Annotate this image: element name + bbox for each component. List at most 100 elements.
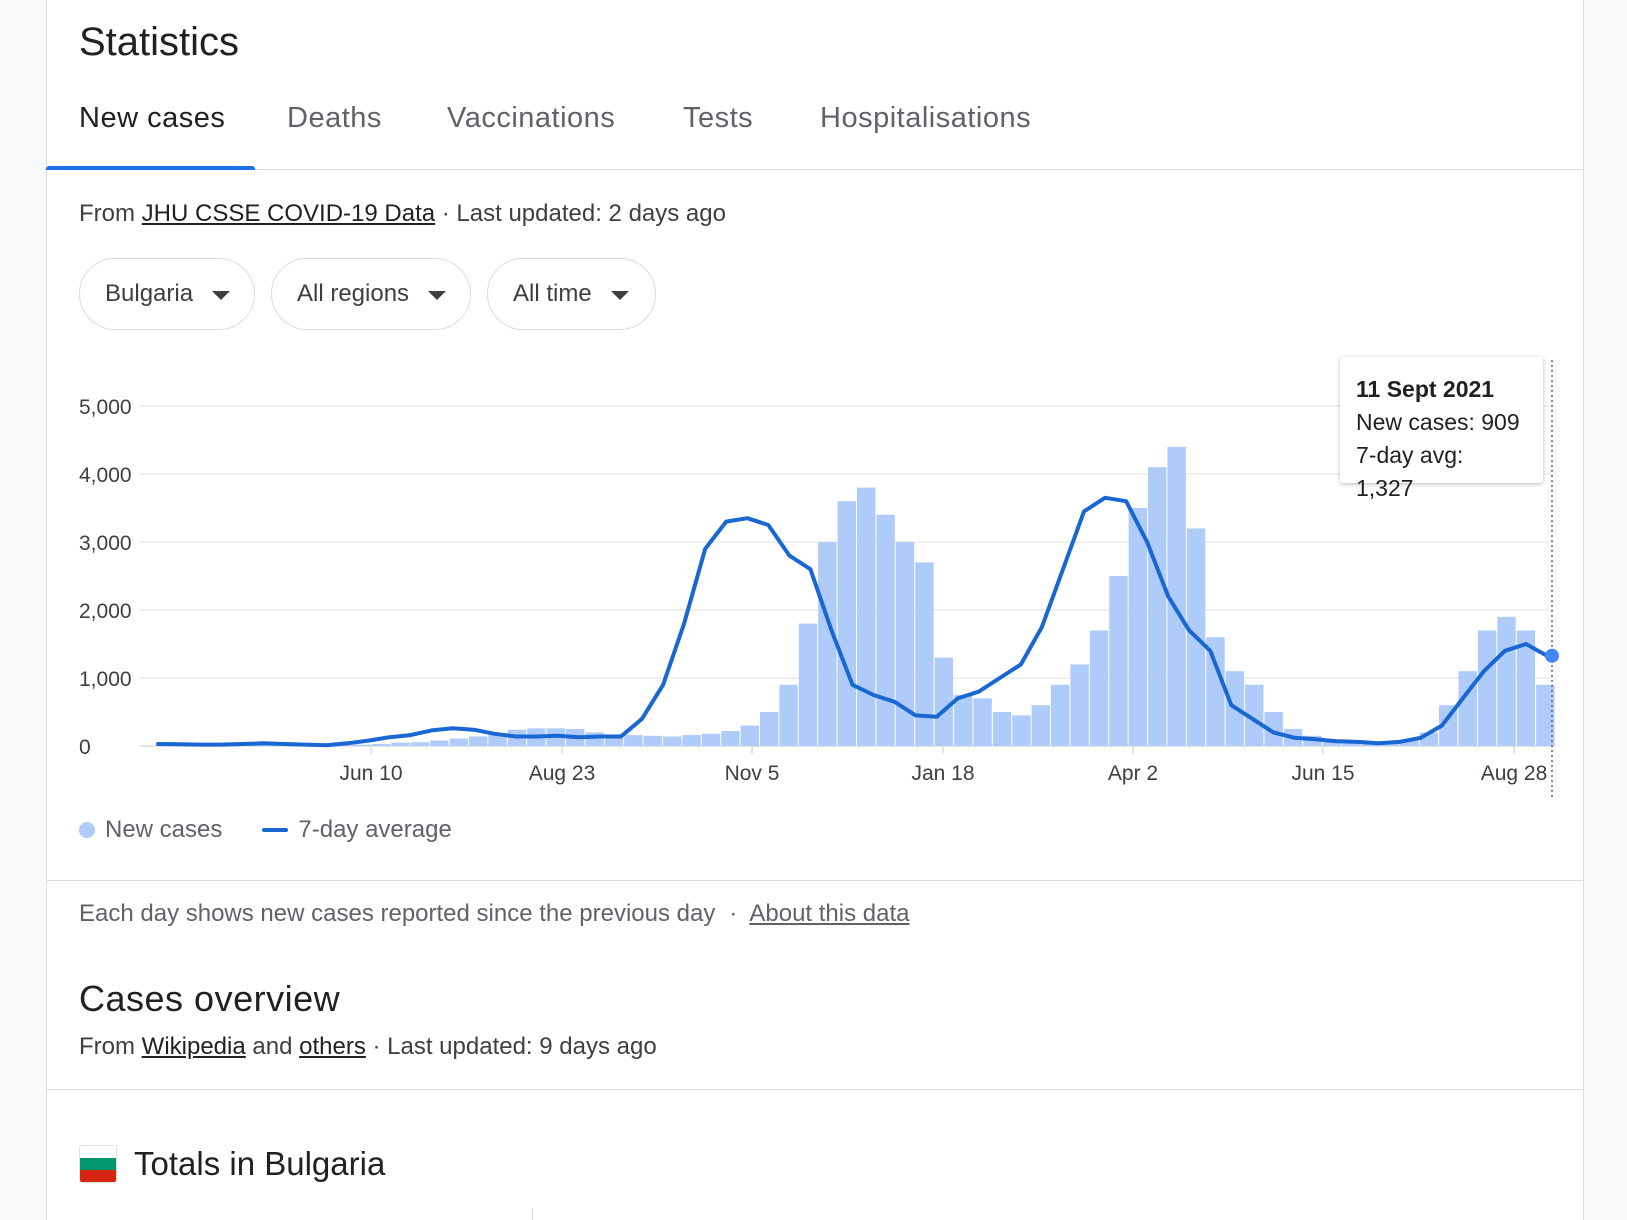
new-cases-bar xyxy=(1070,664,1089,746)
new-cases-bar xyxy=(895,542,915,746)
y-tick-label: 4,000 xyxy=(79,464,132,487)
new-cases-bar xyxy=(1516,630,1536,746)
new-cases-bar xyxy=(1536,684,1555,746)
chart-legend: New cases 7-day average xyxy=(79,816,452,844)
new-cases-bar xyxy=(1264,712,1283,746)
tab-deaths[interactable]: Deaths xyxy=(287,102,382,134)
bulgaria-flag-icon xyxy=(79,1145,117,1183)
section-divider xyxy=(46,1089,1584,1090)
y-tick-label: 0 xyxy=(79,736,91,759)
hover-point-marker xyxy=(1545,648,1559,663)
cases-chart[interactable]: 0 1,000 2,000 3,000 4,000 5,000 Jun 10 Aug 23 No… xyxy=(0,340,1627,810)
new-cases-bar xyxy=(818,542,837,746)
new-cases-bar xyxy=(1012,715,1031,746)
new-cases-bar xyxy=(1439,705,1458,746)
new-cases-bar xyxy=(954,695,973,746)
chart-note: Each day shows new cases reported since … xyxy=(79,900,909,928)
y-tick-label: 2,000 xyxy=(79,600,132,623)
new-cases-bar xyxy=(1051,684,1070,746)
new-cases-bar xyxy=(740,725,759,746)
section-divider xyxy=(46,880,1584,881)
note-separator: · xyxy=(729,900,738,927)
time-range-select[interactable]: All time xyxy=(487,258,656,330)
new-cases-bar xyxy=(759,712,779,746)
tab-tests[interactable]: Tests xyxy=(683,102,754,134)
y-tick-label: 1,000 xyxy=(79,668,132,691)
others-link[interactable]: others xyxy=(299,1033,366,1060)
new-cases-bar xyxy=(662,736,682,746)
new-cases-bar xyxy=(992,712,1012,746)
new-cases-bar xyxy=(701,733,721,746)
section-divider xyxy=(532,1208,533,1220)
legend-average: 7-day average xyxy=(298,816,452,843)
new-cases-bar xyxy=(1497,616,1516,746)
x-tick-label: Apr 2 xyxy=(1108,762,1158,785)
new-cases-bar xyxy=(1458,671,1477,746)
tooltip-average: 7-day avg: 1,327 xyxy=(1356,442,1464,501)
wikipedia-link[interactable]: Wikipedia xyxy=(141,1033,246,1060)
region-select[interactable]: All regions xyxy=(271,258,471,330)
about-data-link[interactable]: About this data xyxy=(749,900,910,927)
new-cases-bar xyxy=(624,735,643,746)
totals-label: Totals in Bulgaria xyxy=(134,1145,386,1182)
new-cases-bar xyxy=(430,740,449,746)
y-tick-label: 5,000 xyxy=(79,396,132,419)
new-cases-bar xyxy=(468,736,488,746)
time-range-select-label: All time xyxy=(513,280,592,307)
new-cases-bar xyxy=(682,735,701,746)
new-cases-bar xyxy=(915,562,934,746)
new-cases-bar xyxy=(1148,467,1167,746)
new-cases-bar xyxy=(604,734,624,746)
new-cases-bar xyxy=(857,487,876,746)
tab-vaccinations[interactable]: Vaccinations xyxy=(447,102,616,134)
new-cases-bar xyxy=(1477,630,1497,746)
new-cases-bar xyxy=(585,732,604,746)
tooltip-new-cases: New cases: 909 xyxy=(1356,409,1520,435)
new-cases-bar xyxy=(391,742,410,746)
overview-and: and xyxy=(252,1033,293,1060)
new-cases-bar xyxy=(1031,705,1051,746)
new-cases-bar xyxy=(721,731,740,746)
active-tab-indicator xyxy=(46,166,255,170)
new-cases-bar xyxy=(1245,684,1264,746)
dropdown-arrow-icon xyxy=(610,290,629,300)
cases-overview-title: Cases overview xyxy=(79,978,341,1019)
new-cases-bar xyxy=(449,738,468,746)
new-cases-bar xyxy=(779,684,798,746)
new-cases-bar xyxy=(973,698,992,746)
new-cases-bar xyxy=(1206,637,1225,746)
overview-source-line: From Wikipedia and others · Last updated… xyxy=(79,1033,657,1061)
region-select-label: All regions xyxy=(297,280,410,307)
tooltip-date: 11 Sept 2021 xyxy=(1356,376,1495,402)
data-source-line: From JHU CSSE COVID-19 Data · Last updat… xyxy=(79,200,726,228)
tab-bar: New cases Deaths Vaccinations Tests Hosp… xyxy=(46,100,1584,170)
x-tick-label: Aug 23 xyxy=(529,762,596,785)
source-prefix: From xyxy=(79,200,135,227)
country-select-label: Bulgaria xyxy=(105,280,194,307)
seven-day-average-line xyxy=(156,495,1549,748)
dropdown-arrow-icon xyxy=(428,290,447,300)
x-tick-label: Nov 5 xyxy=(725,762,780,785)
x-tick-label: Aug 28 xyxy=(1481,762,1548,785)
tab-hospitalisations[interactable]: Hospitalisations xyxy=(820,102,1032,134)
new-cases-bar xyxy=(1089,630,1109,746)
new-cases-bar xyxy=(352,744,371,746)
source-updated: · Last updated: 2 days ago xyxy=(441,200,726,227)
new-cases-bar xyxy=(798,623,818,746)
country-select[interactable]: Bulgaria xyxy=(79,258,255,330)
chart-tooltip: 11 Sept 2021 New cases: 909 7-day avg: 1… xyxy=(1340,357,1543,501)
new-cases-bar xyxy=(876,514,895,746)
source-link[interactable]: JHU CSSE COVID-19 Data xyxy=(141,200,436,227)
overview-updated: · Last updated: 9 days ago xyxy=(372,1033,657,1060)
y-tick-label: 3,000 xyxy=(79,532,132,555)
tab-new-cases[interactable]: New cases xyxy=(79,102,226,134)
new-cases-legend-swatch xyxy=(79,822,95,838)
new-cases-bar xyxy=(1400,739,1419,746)
average-legend-swatch xyxy=(262,828,289,832)
legend-new-cases: New cases xyxy=(105,816,223,843)
new-cases-bar xyxy=(1167,446,1186,746)
new-cases-bar xyxy=(410,742,430,746)
page-title: Statistics xyxy=(79,20,240,64)
x-tick-label: Jan 18 xyxy=(911,762,974,785)
note-text: Each day shows new cases reported since … xyxy=(79,900,716,927)
